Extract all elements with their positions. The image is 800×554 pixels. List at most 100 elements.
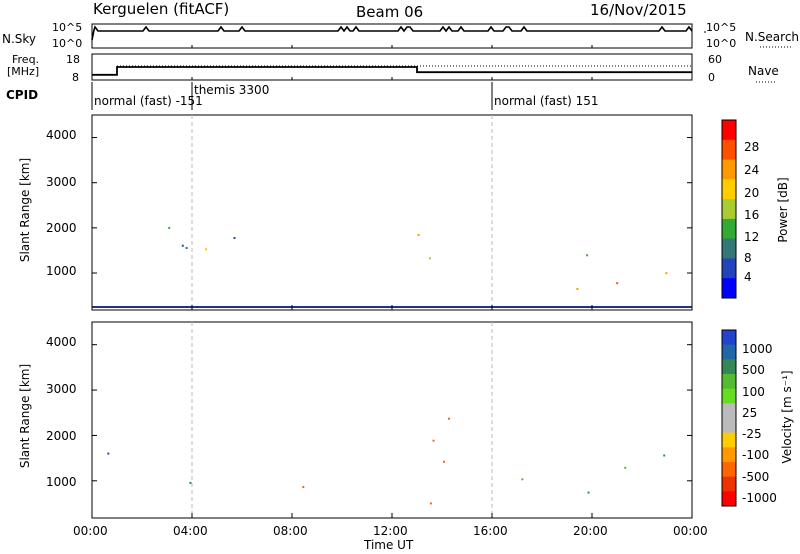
xaxis-label: Time UT bbox=[364, 538, 414, 552]
vel-ytick-2000: 2000 bbox=[46, 429, 77, 443]
power-cell bbox=[586, 254, 589, 257]
power-ytick-4000: 4000 bbox=[46, 128, 77, 142]
power-cbar-segment bbox=[722, 218, 736, 240]
nave-tick-bottom: 0 bbox=[708, 71, 715, 84]
power-cell bbox=[665, 272, 668, 275]
vel-cbar-segment bbox=[722, 330, 736, 346]
vel-cbar-segment bbox=[722, 447, 736, 463]
nave-tick-top: 60 bbox=[708, 53, 722, 66]
power-cbar-tick: 12 bbox=[744, 230, 760, 244]
velocity-cell bbox=[429, 502, 432, 505]
velocity-cell bbox=[521, 478, 524, 481]
freq-unit-label: [MHz] bbox=[7, 65, 40, 78]
beam-title: Beam 06 bbox=[356, 3, 424, 21]
vel-ytick-1000: 1000 bbox=[46, 475, 77, 489]
power-cbar-segment bbox=[722, 139, 736, 161]
vel-cbar-segment bbox=[722, 491, 736, 507]
date-title: 16/Nov/2015 bbox=[590, 1, 687, 19]
power-cbar-frame bbox=[721, 119, 737, 299]
cpid-label: CPID bbox=[6, 88, 39, 102]
vel-cbar-tick: 25 bbox=[742, 406, 758, 420]
freq-tick-top: 18 bbox=[66, 53, 80, 66]
power-ytick-3000: 3000 bbox=[46, 175, 77, 189]
power-cbar-tick: 24 bbox=[744, 163, 760, 177]
power-cell bbox=[616, 282, 619, 285]
xtick: 12:00 bbox=[373, 524, 408, 538]
vel-cbar-segment bbox=[722, 344, 736, 360]
velocity-cell bbox=[587, 491, 590, 494]
cpid-segment-3: normal (fast) 151 bbox=[494, 94, 599, 108]
power-ytick-1000: 1000 bbox=[46, 264, 77, 278]
velocity-cell bbox=[663, 454, 666, 457]
power-cbar-tick: 20 bbox=[744, 186, 760, 200]
vel-cbar-segment bbox=[722, 388, 736, 404]
xtick: 20:00 bbox=[573, 524, 608, 538]
velocity-cell bbox=[189, 481, 192, 484]
xtick: 00:00 bbox=[73, 524, 108, 538]
xtick: 04:00 bbox=[173, 524, 208, 538]
power-cbar-segment bbox=[722, 179, 736, 200]
power-cell bbox=[168, 226, 171, 229]
vel-cbar-segment bbox=[722, 359, 736, 375]
station-title: Kerguelen (fitACF) bbox=[93, 0, 230, 18]
power-cell bbox=[576, 287, 579, 290]
vel-cbar-tick: 1000 bbox=[742, 342, 773, 356]
xtick: 08:00 bbox=[273, 524, 308, 538]
power-cbar-segment bbox=[722, 199, 736, 220]
power-cbar-tick: 28 bbox=[744, 140, 760, 154]
nave-label: Nave bbox=[748, 64, 779, 78]
velocity-cell bbox=[448, 417, 450, 420]
nsky-series-line bbox=[91, 25, 693, 41]
vel-ytick-3000: 3000 bbox=[46, 382, 77, 396]
velocity-cell bbox=[107, 452, 110, 455]
power-ytick-2000: 2000 bbox=[46, 221, 77, 235]
xtick: 16:00 bbox=[473, 524, 508, 538]
power-cell bbox=[181, 244, 184, 247]
vel-cbar-segment bbox=[722, 432, 736, 448]
sky-tick-bottom: 10^0 bbox=[52, 37, 83, 50]
power-cell bbox=[233, 237, 236, 239]
vel-cbar-tick: 500 bbox=[742, 363, 765, 377]
vel-cbar-segment bbox=[722, 476, 736, 492]
power-cell bbox=[429, 257, 431, 260]
power-cell bbox=[185, 247, 188, 249]
power-cell bbox=[205, 248, 208, 251]
cpid-segment-2: themis 3300 bbox=[194, 83, 270, 97]
velocity-cell bbox=[432, 439, 435, 442]
velocity-panel-frame bbox=[91, 321, 693, 519]
power-cbar-segment bbox=[722, 258, 736, 279]
vel-ytick-4000: 4000 bbox=[46, 335, 77, 349]
xtick: 00:00 bbox=[673, 524, 708, 538]
power-panel-frame bbox=[91, 114, 693, 311]
power-cbar-segment bbox=[722, 120, 736, 141]
power-cbar-tick: 8 bbox=[744, 251, 752, 265]
vel-cbar-segment bbox=[722, 403, 736, 419]
power-cbar-tick: 16 bbox=[744, 208, 760, 222]
vel-cbar-tick: -500 bbox=[742, 470, 770, 484]
vel-cbar-tick: -1000 bbox=[742, 491, 777, 505]
sky-panel-frame bbox=[91, 23, 693, 49]
power-cbar-segment bbox=[722, 159, 736, 180]
freq-label: Freq. bbox=[12, 53, 40, 66]
vel-cbar-segment bbox=[722, 462, 736, 478]
power-cell bbox=[417, 233, 420, 236]
power-cbar-segment bbox=[722, 238, 736, 259]
vel-cbar-tick: -100 bbox=[742, 448, 770, 462]
freq-tick-bottom: 8 bbox=[72, 71, 79, 84]
vel-cbar-segment bbox=[722, 374, 736, 390]
power-cbar-tick: 4 bbox=[744, 270, 752, 284]
sky-tick-top: 10^5 bbox=[52, 21, 83, 34]
velocity-cell bbox=[624, 466, 627, 469]
vel-cbar-frame bbox=[721, 329, 737, 507]
frequency-series-line bbox=[92, 66, 692, 76]
search-tick-bottom: 10^0 bbox=[706, 37, 737, 50]
nsearch-label: N.Search bbox=[745, 30, 800, 44]
power-cbar-segment bbox=[722, 278, 736, 299]
vel-cbar-segment bbox=[722, 418, 736, 434]
velocity-cell bbox=[302, 486, 305, 488]
cpid-segment-1: normal (fast) -151 bbox=[94, 94, 203, 108]
velocity-cell bbox=[443, 460, 445, 463]
vel-cbar-tick: -25 bbox=[742, 427, 762, 441]
nsky-label: N.Sky bbox=[2, 32, 37, 46]
